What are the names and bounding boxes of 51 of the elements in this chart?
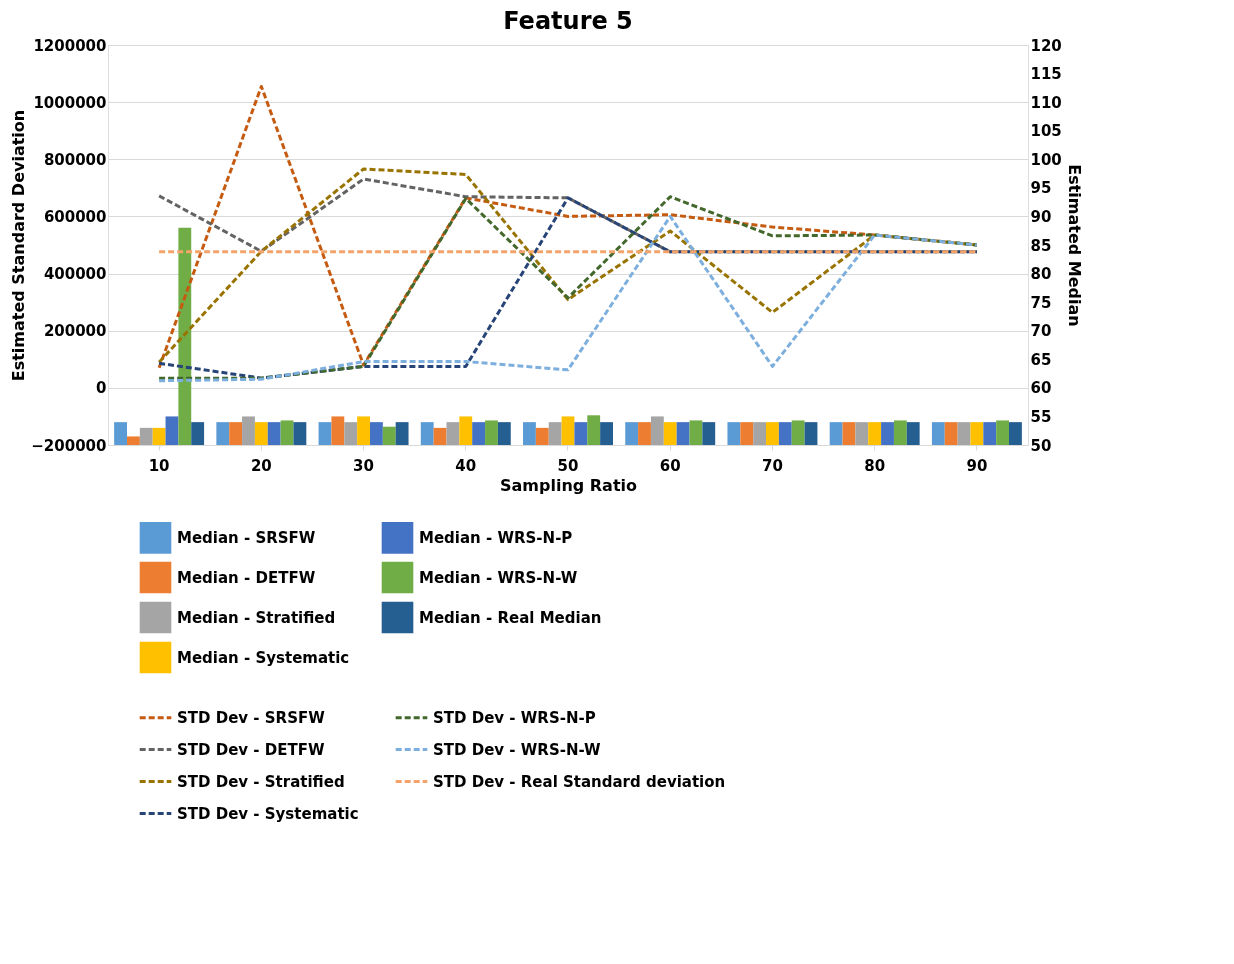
y2-tick-label: 105 [1030, 122, 1062, 141]
y2-tick-label: 75 [1030, 293, 1052, 312]
x-tick-label: 90 [966, 456, 988, 475]
y-tick-label: 400000 [43, 265, 107, 284]
y2-tick-label: 110 [1030, 93, 1062, 112]
legend-label: Median - SRSFW [177, 528, 316, 547]
y2-axis-title: Estimated Median [1064, 164, 1084, 327]
x-tick-label: 30 [353, 456, 374, 475]
y2-tick-label: 55 [1030, 407, 1052, 426]
x-tick-label: 50 [557, 456, 579, 475]
y2-tick-label: 65 [1030, 350, 1052, 369]
legend-label: STD Dev - SRSFW [177, 708, 326, 727]
x-tick-label: 70 [762, 456, 783, 475]
legend-label: Median - WRS-N-W [419, 568, 578, 587]
y2-tick-label: 70 [1030, 322, 1052, 341]
y-tick-label: 1200000 [33, 36, 107, 55]
legend-label: STD Dev - DETFW [177, 740, 325, 759]
y-axis-title: Estimated Standard Deviation [9, 109, 29, 382]
legend-label: Median - WRS-N-P [419, 528, 573, 547]
y2-tick-label: 115 [1030, 65, 1062, 84]
chart-title: Feature 5 [503, 7, 633, 35]
y-tick-label: 1000000 [33, 93, 107, 112]
x-tick-label: 40 [455, 456, 477, 475]
y2-tick-label: 60 [1030, 379, 1052, 398]
legend-label: Median - DETFW [177, 568, 316, 587]
y-tick-label: −200000 [31, 436, 107, 455]
y-tick-label: 0 [96, 379, 107, 398]
legend-label: STD Dev - Real Standard deviation [433, 772, 726, 791]
y-tick-label: 600000 [43, 207, 107, 226]
y2-tick-label: 120 [1030, 36, 1062, 55]
y2-tick-label: 100 [1030, 150, 1062, 169]
legend-label: STD Dev - WRS-N-P [433, 708, 596, 727]
x-axis-title: Sampling Ratio [499, 475, 638, 495]
legend-label: Median - Real Median [419, 608, 602, 627]
y2-tick-label: 50 [1030, 436, 1052, 455]
legend-label: Median - Systematic [177, 648, 350, 667]
legend-label: STD Dev - Stratified [177, 772, 345, 791]
y-tick-label: 800000 [43, 150, 107, 169]
line-series [157, 177, 979, 254]
x-tick-label: 10 [148, 456, 170, 475]
y2-tick-label: 80 [1030, 265, 1052, 284]
y2-tick-label: 85 [1030, 236, 1052, 255]
y2-tick-label: 90 [1030, 207, 1052, 226]
y2-tick-label: 95 [1030, 179, 1052, 198]
x-tick-label: 60 [659, 456, 681, 475]
x-tick-label: 20 [250, 456, 272, 475]
legend-label: Median - Stratified [177, 608, 336, 627]
legend-label: STD Dev - WRS-N-W [433, 740, 602, 759]
legend-label: STD Dev - Systematic [177, 804, 359, 823]
x-tick-label: 80 [864, 456, 886, 475]
y-tick-label: 200000 [43, 322, 107, 341]
